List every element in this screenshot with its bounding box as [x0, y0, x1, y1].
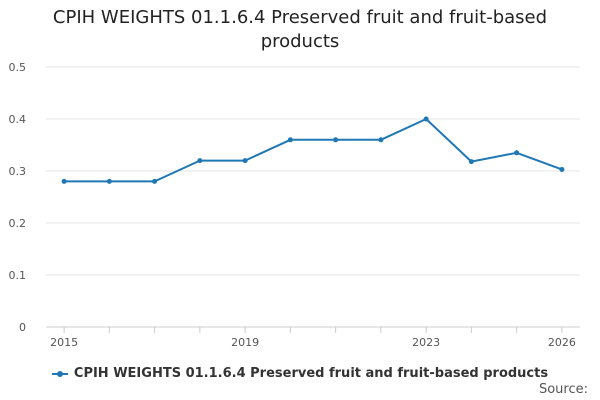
data-point	[242, 158, 248, 164]
data-point	[106, 178, 112, 184]
x-tick-label: 2023	[412, 336, 440, 349]
y-tick-label: 0.4	[9, 113, 27, 126]
series-line	[64, 118, 563, 183]
source-label: Source:	[538, 382, 588, 397]
data-point	[378, 137, 384, 143]
x-tick-label: 2026	[548, 336, 576, 349]
x-tick-label: 2015	[50, 336, 78, 349]
data-point	[287, 137, 293, 143]
data-point	[61, 178, 67, 184]
y-tick-label: 0.5	[9, 61, 27, 74]
data-point	[152, 178, 158, 184]
data-point	[197, 158, 203, 164]
y-tick-label: 0.3	[9, 165, 27, 178]
x-tick-label: 2019	[231, 336, 259, 349]
legend[interactable]: CPIH WEIGHTS 01.1.6.4 Preserved fruit an…	[0, 366, 600, 381]
y-tick-label: 0.1	[9, 269, 27, 282]
data-point	[559, 166, 565, 172]
data-point	[333, 137, 339, 143]
legend-line-marker-icon	[51, 370, 68, 377]
legend-label: CPIH WEIGHTS 01.1.6.4 Preserved fruit an…	[73, 366, 549, 381]
y-tick-label: 0	[19, 321, 26, 334]
data-point	[423, 116, 429, 122]
data-point	[514, 150, 520, 156]
y-tick-label: 0.2	[9, 217, 27, 230]
chart-title: CPIH WEIGHTS 01.1.6.4 Preserved fruit an…	[52, 7, 548, 52]
data-point	[468, 159, 474, 165]
